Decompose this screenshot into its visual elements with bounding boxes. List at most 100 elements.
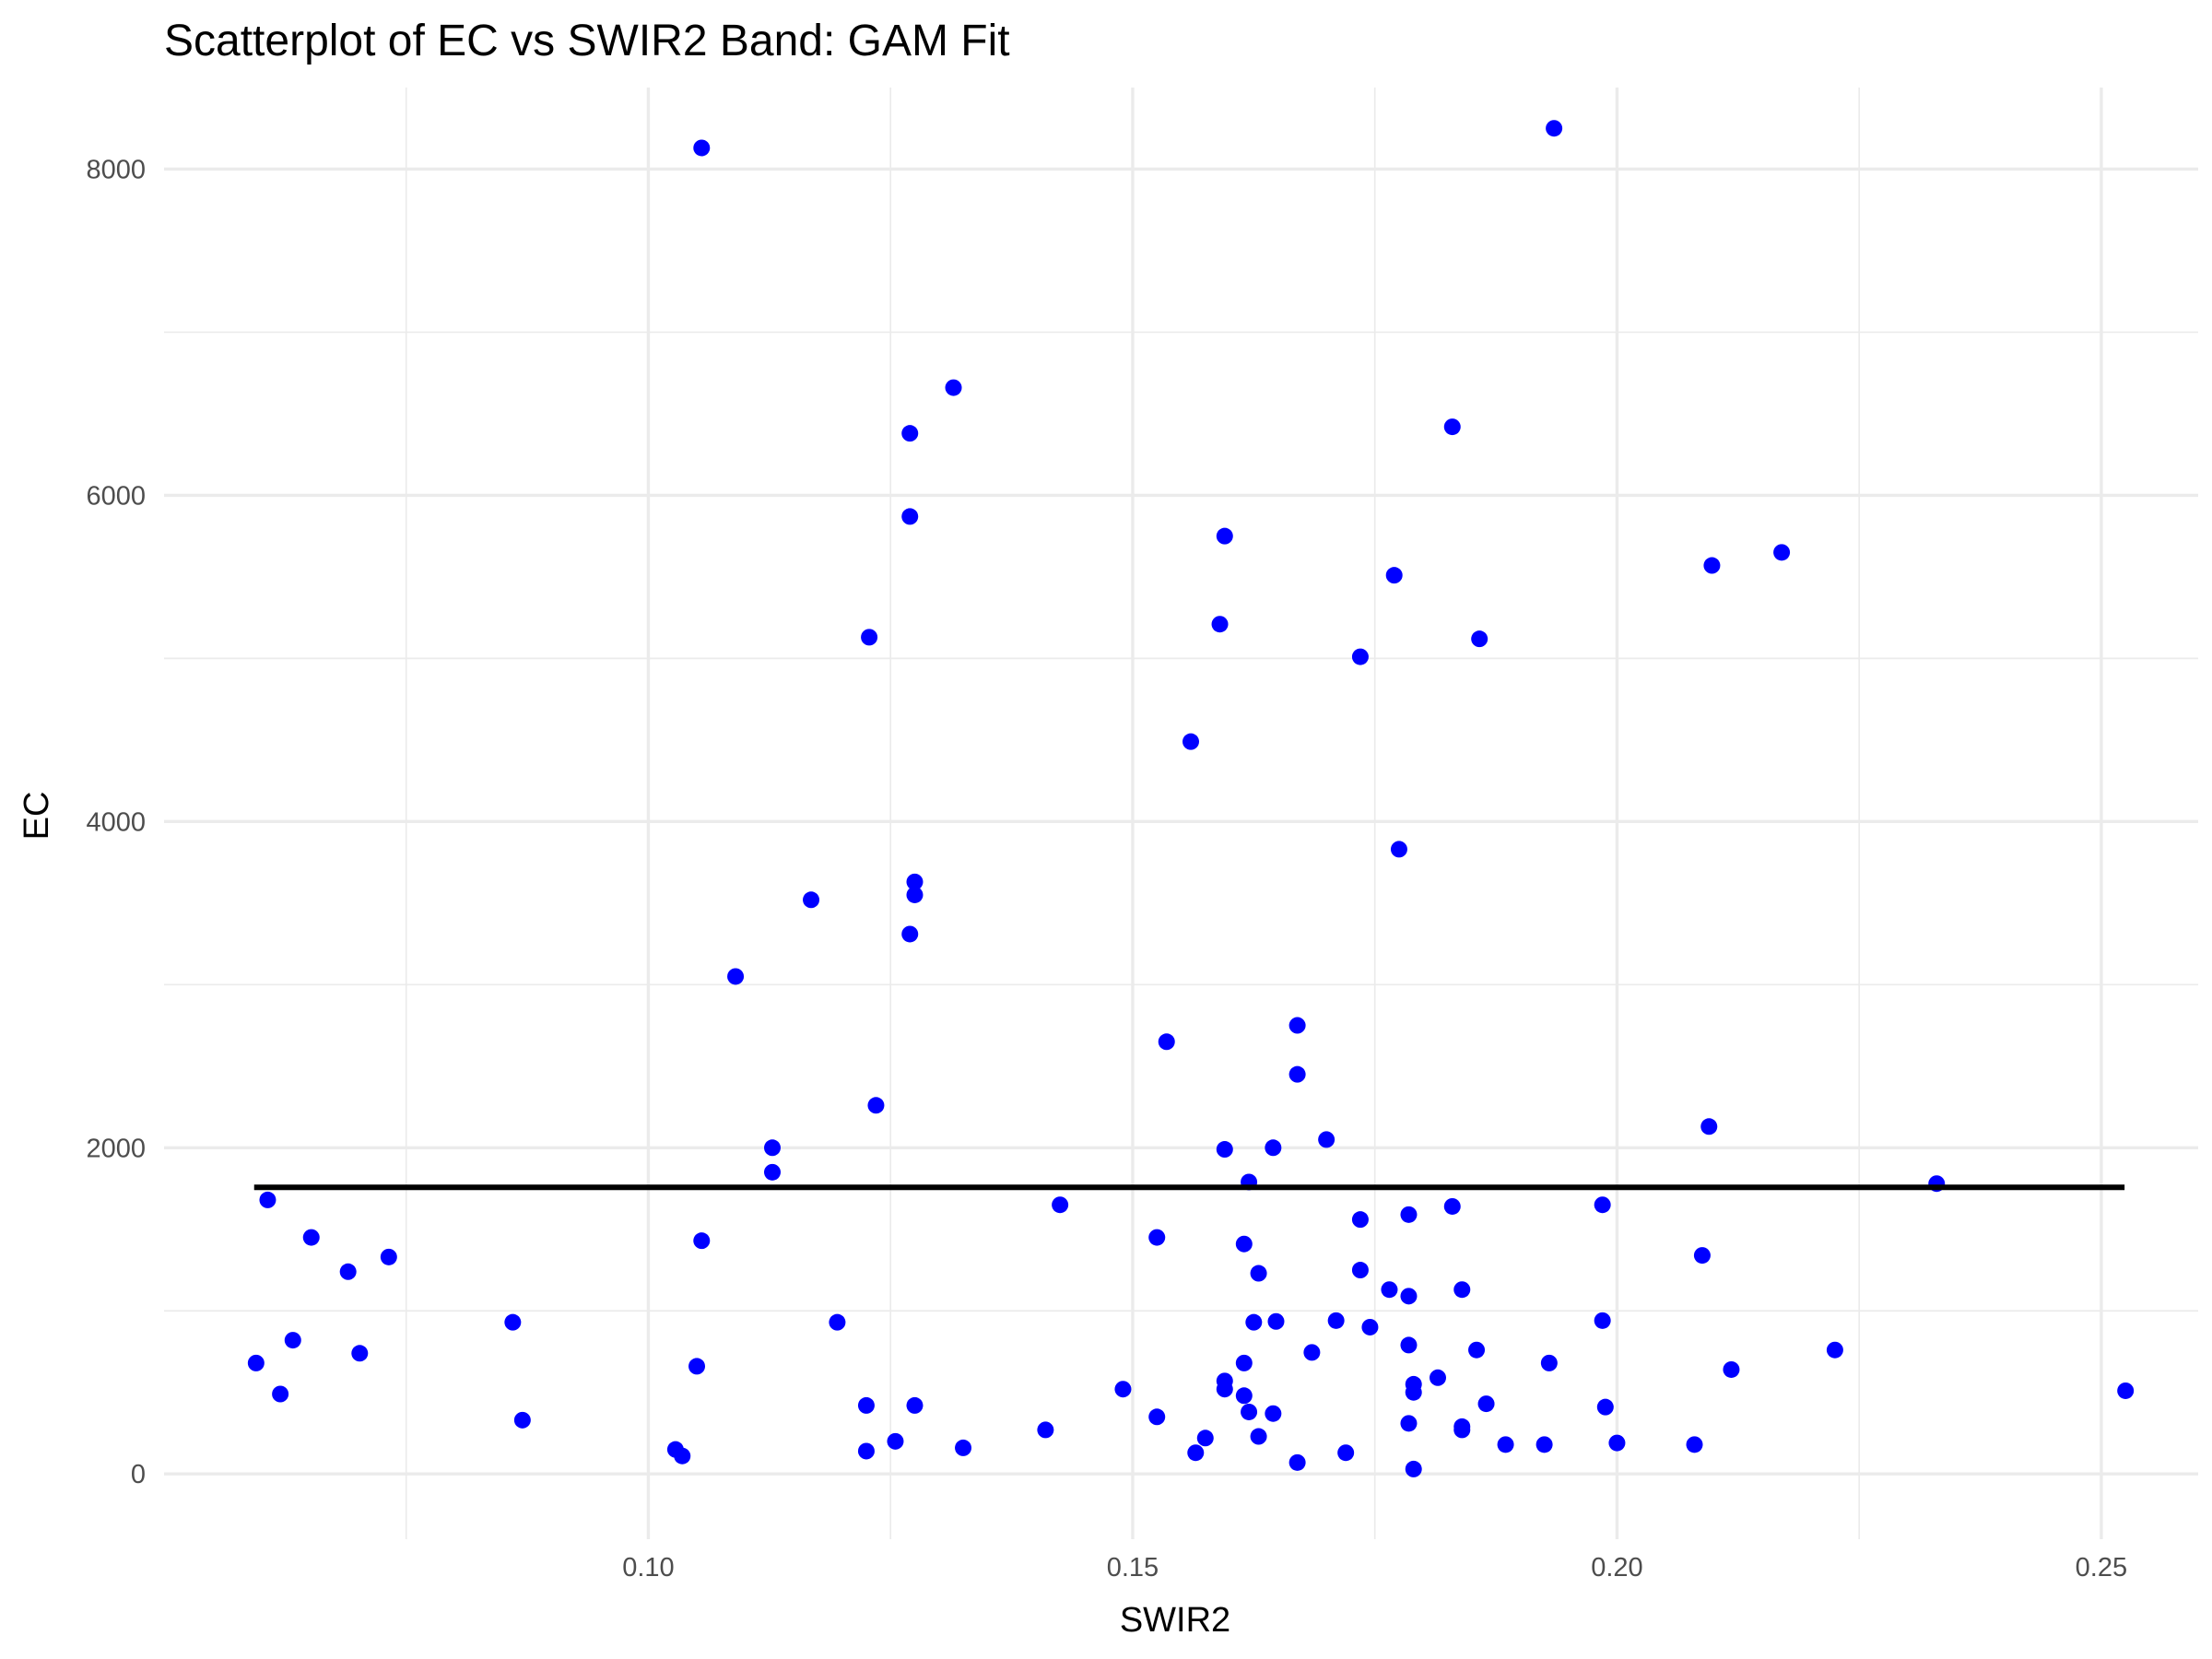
- data-point: [1327, 1312, 1345, 1329]
- data-point: [1037, 1421, 1054, 1439]
- data-point: [1265, 1405, 1282, 1422]
- data-point: [693, 139, 711, 157]
- data-point: [1400, 1415, 1418, 1432]
- data-point: [763, 1139, 781, 1157]
- data-point: [901, 925, 919, 943]
- data-point: [688, 1358, 706, 1375]
- major-gridlines: [164, 88, 2198, 1539]
- data-points: [247, 120, 2135, 1477]
- data-point: [1361, 1318, 1379, 1335]
- x-axis-label: SWIR2: [1120, 1601, 1230, 1640]
- data-point: [1443, 1197, 1461, 1215]
- data-point: [1182, 733, 1200, 750]
- data-point: [1052, 1196, 1069, 1214]
- data-point: [1337, 1444, 1355, 1462]
- data-point: [1468, 1341, 1486, 1359]
- y-axis-label: EC: [18, 792, 56, 841]
- data-point: [1114, 1381, 1132, 1398]
- data-point: [1723, 1360, 1740, 1378]
- y-tick-label: 2000: [86, 1134, 146, 1163]
- data-point: [861, 629, 878, 646]
- data-point: [1497, 1436, 1514, 1453]
- data-point: [1826, 1341, 1843, 1359]
- data-point: [1693, 1247, 1711, 1265]
- data-point: [1471, 630, 1488, 648]
- data-point: [955, 1439, 972, 1456]
- data-point: [1596, 1398, 1614, 1416]
- data-point: [1453, 1421, 1471, 1439]
- data-point: [1216, 1141, 1233, 1159]
- data-point: [1430, 1369, 1447, 1386]
- data-point: [887, 1432, 904, 1450]
- data-point: [1700, 1118, 1718, 1135]
- data-point: [1267, 1312, 1285, 1330]
- data-point: [674, 1447, 691, 1465]
- data-point: [1288, 1017, 1306, 1034]
- data-point: [380, 1248, 397, 1265]
- data-point: [1148, 1408, 1166, 1426]
- data-point: [1540, 1354, 1558, 1371]
- data-point: [906, 886, 924, 903]
- data-point: [1400, 1336, 1418, 1354]
- data-point: [1288, 1065, 1306, 1083]
- data-point: [504, 1313, 522, 1331]
- data-point: [803, 891, 820, 909]
- data-point: [259, 1191, 276, 1208]
- data-point: [2117, 1382, 2135, 1399]
- data-point: [1351, 1211, 1369, 1229]
- data-point: [1443, 418, 1461, 436]
- data-point: [1351, 648, 1369, 665]
- data-point: [1381, 1281, 1398, 1299]
- y-tick-label: 8000: [86, 155, 146, 184]
- data-point: [1235, 1354, 1253, 1371]
- y-tick-label: 4000: [86, 807, 146, 837]
- data-point: [1773, 544, 1791, 561]
- data-point: [867, 1097, 885, 1114]
- data-point: [1265, 1139, 1282, 1157]
- data-point: [1158, 1033, 1175, 1051]
- data-point: [1405, 1460, 1422, 1477]
- data-point: [1241, 1403, 1258, 1420]
- data-point: [1477, 1395, 1495, 1413]
- y-tick-label: 0: [131, 1460, 146, 1489]
- data-point: [727, 968, 745, 985]
- data-point: [284, 1332, 301, 1349]
- data-point: [1288, 1453, 1306, 1471]
- data-point: [1318, 1131, 1335, 1148]
- data-point: [1250, 1265, 1267, 1282]
- data-point: [829, 1313, 846, 1331]
- data-point: [1405, 1383, 1422, 1401]
- data-point: [513, 1411, 531, 1429]
- x-axis-ticks: 0.10 0.15 0.20 0.25: [622, 1553, 2127, 1583]
- data-point: [1351, 1262, 1369, 1279]
- data-point: [339, 1263, 357, 1280]
- data-point: [1148, 1229, 1166, 1246]
- data-point: [351, 1345, 369, 1362]
- data-point: [1216, 1381, 1233, 1398]
- chart-title: Scatterplot of EC vs SWIR2 Band: GAM Fit: [164, 17, 1010, 65]
- data-point: [1245, 1313, 1263, 1331]
- data-point: [1594, 1312, 1611, 1329]
- minor-gridlines: [164, 88, 2198, 1539]
- x-tick-label: 0.15: [1107, 1553, 1159, 1583]
- data-point: [1235, 1235, 1253, 1253]
- data-point: [1250, 1428, 1267, 1445]
- data-point: [1400, 1288, 1418, 1305]
- data-point: [1535, 1436, 1553, 1453]
- data-point: [857, 1396, 875, 1414]
- data-point: [1703, 557, 1721, 574]
- data-point: [302, 1229, 320, 1246]
- data-point: [906, 873, 924, 890]
- data-point: [901, 508, 919, 525]
- data-point: [1453, 1281, 1471, 1299]
- y-tick-label: 6000: [86, 481, 146, 511]
- data-point: [1390, 841, 1407, 858]
- data-point: [247, 1354, 265, 1371]
- data-point: [693, 1232, 711, 1250]
- data-point: [1235, 1387, 1253, 1405]
- x-tick-label: 0.20: [1591, 1553, 1642, 1583]
- data-point: [857, 1442, 875, 1460]
- data-point: [1216, 527, 1233, 545]
